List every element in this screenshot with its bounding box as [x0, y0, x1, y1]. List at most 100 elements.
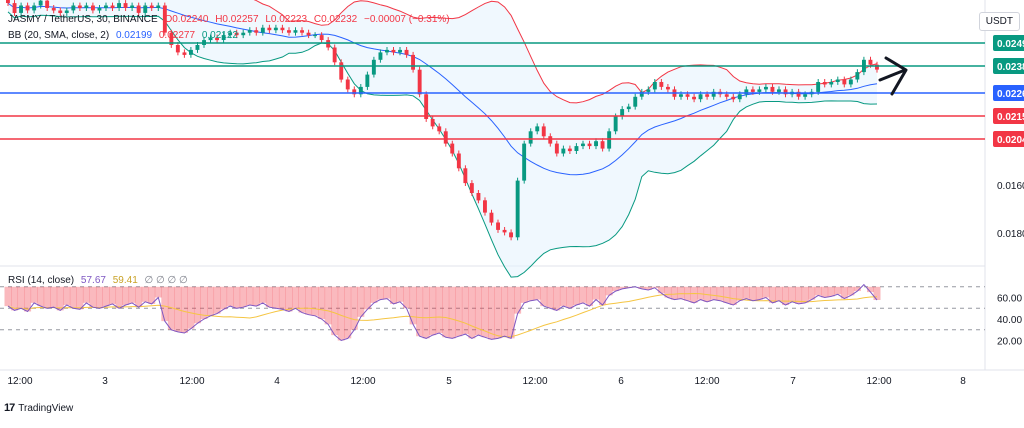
candle-body	[32, 5, 37, 11]
candle-body	[456, 153, 461, 169]
candle-body	[51, 8, 56, 11]
candle-body	[358, 86, 363, 95]
bb-lower-line	[7, 11, 878, 278]
time-tick-label: 6	[618, 376, 624, 387]
trend-arrow	[878, 56, 908, 96]
candle-body	[195, 45, 200, 50]
candle-body	[842, 79, 847, 85]
currency-selector[interactable]: USDT	[978, 12, 1020, 31]
candle-body	[130, 5, 135, 8]
bb-upper-line	[253, 0, 878, 104]
candle-body	[567, 148, 572, 152]
candle-body	[58, 10, 63, 13]
time-tick-label: 12:00	[694, 376, 719, 387]
candle-body	[215, 37, 219, 41]
candle-body	[411, 54, 415, 70]
candle-body	[136, 5, 141, 13]
candle-body	[241, 32, 246, 36]
price-tick-label: 0.01800	[997, 229, 1024, 240]
candle-body	[502, 229, 507, 233]
candle-body	[463, 168, 468, 184]
candle-body	[25, 5, 30, 11]
candle-body	[483, 200, 487, 213]
time-tick-label: 8	[960, 376, 966, 387]
candles	[6, 0, 879, 241]
tradingview-brand[interactable]: 17 TradingView	[4, 402, 73, 414]
candle-body	[528, 131, 533, 144]
rsi-ma-line	[7, 292, 878, 338]
candle-body	[293, 30, 298, 33]
candle-body	[868, 59, 873, 65]
rsi-ma-value: 59.41	[112, 275, 138, 286]
symbol-name[interactable]: JASMY / TetherUS, 30, BINANCE	[8, 14, 158, 25]
tradingview-logo-icon: 17	[4, 402, 15, 414]
candle-body	[705, 94, 710, 97]
candle-body	[12, 3, 17, 13]
price-level-label: 0.02040	[997, 135, 1024, 146]
candle-body	[783, 89, 788, 95]
candle-body	[744, 89, 749, 95]
price-level-label: 0.02380	[997, 62, 1024, 73]
candle-body	[306, 32, 311, 36]
candle-body	[77, 5, 82, 8]
candle-body	[607, 131, 612, 149]
candle-body	[489, 212, 494, 223]
candle-body	[639, 91, 644, 97]
candle-body	[541, 126, 546, 137]
candle-body	[260, 27, 265, 33]
candle-body	[855, 72, 860, 80]
candle-body	[104, 5, 108, 8]
time-tick-label: 5	[446, 376, 452, 387]
candle-body	[38, 0, 43, 6]
candle-body	[764, 86, 768, 90]
candle-body	[221, 35, 226, 40]
price-level-tag	[993, 131, 1024, 147]
candle-body	[535, 126, 540, 132]
candle-body	[698, 94, 703, 100]
price-level-label: 0.02260	[997, 89, 1024, 100]
candle-body	[156, 5, 161, 8]
candle-body	[169, 32, 174, 45]
price-level-tag	[993, 35, 1024, 51]
candle-body	[685, 94, 690, 97]
candle-body	[509, 232, 513, 238]
candle-body	[659, 82, 664, 87]
candle-body	[332, 47, 337, 63]
candle-body	[613, 116, 618, 132]
candle-body	[91, 5, 95, 11]
symbol-legend: JASMY / TetherUS, 30, BINANCE O0.02240 H…	[8, 14, 454, 25]
horizontal-levels: 0.02490 0.02380 0.02260 0.02150 0.02040	[0, 35, 1024, 147]
candle-body	[437, 126, 442, 132]
candle-body	[875, 64, 879, 70]
candle-body	[6, 0, 10, 4]
arrow-shaft	[878, 68, 907, 82]
rsi-legend: RSI (14, close) 57.67 59.41 ∅ ∅ ∅ ∅	[8, 275, 192, 286]
price-level-label: 0.02150	[997, 112, 1024, 123]
candle-body	[319, 35, 324, 40]
candle-body	[339, 62, 344, 80]
candle-body	[117, 3, 121, 8]
candle-body	[110, 5, 115, 8]
candle-body	[803, 94, 808, 97]
candle-body	[345, 79, 350, 90]
candle-body	[273, 27, 278, 31]
candle-body	[267, 27, 272, 31]
candle-body	[64, 10, 69, 13]
candle-body	[711, 91, 716, 97]
candle-body	[313, 35, 317, 37]
candle-body	[829, 82, 834, 85]
bb-label[interactable]: BB (20, SMA, close, 2)	[8, 30, 110, 41]
high-value: H0.02257	[215, 14, 259, 25]
candle-body	[123, 3, 128, 8]
rsi-line	[7, 283, 878, 342]
candle-body	[594, 141, 598, 147]
candle-body	[143, 5, 148, 13]
open-value: O0.02240	[164, 14, 209, 25]
candle-body	[378, 52, 383, 60]
candle-body	[737, 94, 742, 100]
candle-body	[443, 131, 448, 144]
candle-body	[352, 89, 357, 95]
time-tick-label: 12:00	[522, 376, 547, 387]
rsi-label[interactable]: RSI (14, close)	[8, 275, 75, 286]
